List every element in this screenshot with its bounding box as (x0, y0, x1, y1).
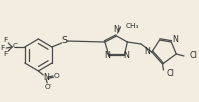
Text: ⁻: ⁻ (49, 84, 52, 89)
Text: N: N (104, 52, 110, 60)
Text: F: F (3, 51, 7, 57)
Text: Cl: Cl (166, 69, 174, 79)
Text: CH₃: CH₃ (125, 23, 139, 29)
Text: O: O (44, 84, 50, 90)
Text: F: F (0, 45, 5, 51)
Text: C: C (13, 43, 18, 49)
Text: F: F (3, 37, 7, 43)
Text: N: N (172, 35, 178, 44)
Text: Cl: Cl (190, 52, 198, 60)
Text: N: N (114, 25, 120, 34)
Text: N: N (144, 48, 150, 57)
Text: O: O (54, 73, 60, 79)
Text: N: N (123, 52, 129, 60)
Text: N: N (43, 73, 49, 81)
Text: S: S (62, 37, 68, 45)
